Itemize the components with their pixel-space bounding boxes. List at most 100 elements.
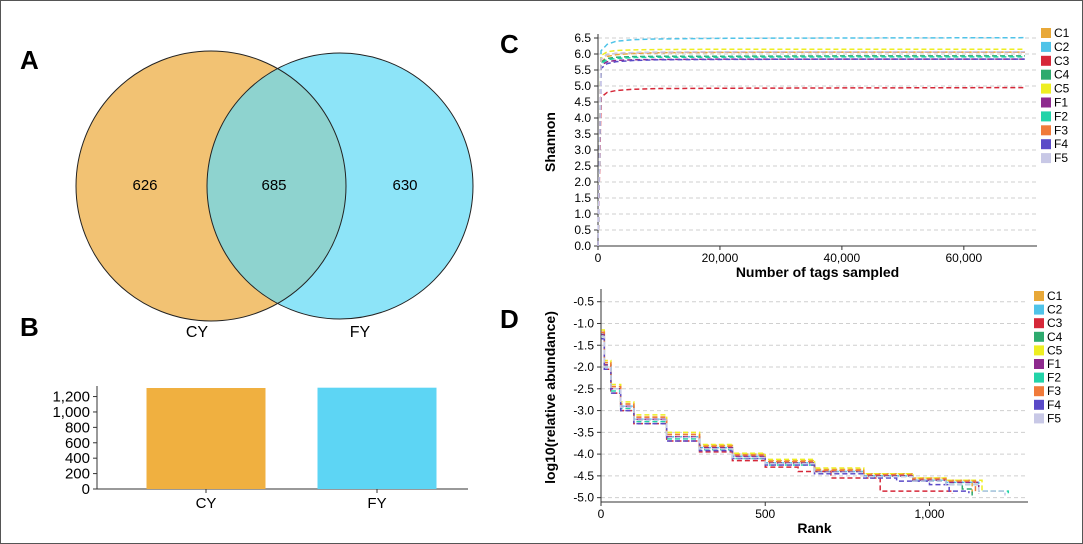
legend-swatch-f1 <box>1041 97 1051 108</box>
rank-abundance-chart-d: -5.0 -4.5 -4.0 -3.5 -3.0 -2.5 -2.0 -1.5 -1.0 -0.5… <box>542 289 1063 536</box>
y-axis-label: Shannon <box>542 112 558 172</box>
y-axis-label: log10(relative abundance) <box>542 311 558 484</box>
legend-label-c1: C1 <box>1054 26 1070 40</box>
series-line-f4 <box>601 337 970 494</box>
y-tick-label-b: 0 <box>82 481 90 498</box>
legend-swatch-c3 <box>1041 55 1051 66</box>
legend-swatch-c2 <box>1041 41 1051 52</box>
y-tick-label: 0.5 <box>574 223 591 237</box>
y-tick-label: 6.5 <box>574 31 591 45</box>
x-tick-label: 40,000 <box>824 251 861 265</box>
y-tick-label: 0.0 <box>574 239 591 253</box>
x-tick-label: 0 <box>598 507 605 521</box>
x-tick-label-b: FY <box>367 495 386 512</box>
series-line-f3 <box>601 331 977 494</box>
y-tick-label: 2.0 <box>574 175 591 189</box>
y-tick-label: -4.5 <box>573 469 594 483</box>
legend-swatch-f3 <box>1034 386 1044 397</box>
y-tick-label-b: 600 <box>65 435 90 452</box>
shannon-curve-chart-c: 0.0 0.5 1.0 1.5 2.0 2.5 3.0 3.5 4.0 4.5 5.0 5.5 6.0 6… <box>542 26 1070 280</box>
legend-label-f3: F3 <box>1054 123 1068 137</box>
x-tick-label: 20,000 <box>702 251 739 265</box>
series-line-f2 <box>597 56 1025 247</box>
legend-label-f1: F1 <box>1047 357 1061 371</box>
y-tick-label: 2.5 <box>574 159 591 173</box>
series-line-f5 <box>601 335 1006 496</box>
legend-label-c4: C4 <box>1047 330 1063 344</box>
legend-swatch-c4 <box>1041 69 1051 80</box>
x-tick-label: 500 <box>755 507 775 521</box>
legend-swatch-f4 <box>1041 139 1051 150</box>
series-line-f5 <box>597 51 1025 247</box>
y-tick-label: -4.0 <box>573 447 594 461</box>
y-tick-label: -5.0 <box>573 491 594 505</box>
series-line-c4 <box>597 55 1025 247</box>
y-tick-label: -1.0 <box>573 316 594 330</box>
legend-label-c3: C3 <box>1047 316 1063 330</box>
legend-label-c2: C2 <box>1047 303 1063 317</box>
series-line-c1 <box>601 331 973 494</box>
legend-label-c4: C4 <box>1054 68 1070 82</box>
legend-swatch-f4 <box>1034 399 1044 410</box>
legend-swatch-c5 <box>1034 345 1044 356</box>
y-tick-label: -0.5 <box>573 295 594 309</box>
panel-label-d: D <box>500 304 519 334</box>
y-tick-label: 3.0 <box>574 143 591 157</box>
y-tick-label: 5.0 <box>574 79 591 93</box>
series-line-c3 <box>601 331 954 494</box>
venn-diagram: 626 685 630 CY FY <box>75 50 474 341</box>
legend-swatch-f1 <box>1034 359 1044 369</box>
legend-label-f5: F5 <box>1047 411 1061 425</box>
y-tick-label: 1.5 <box>574 191 591 205</box>
legend-label-f5: F5 <box>1054 151 1068 165</box>
panel-label-c: C <box>500 29 519 59</box>
y-tick-label-b: 1,000 <box>52 404 90 421</box>
legend-swatch-f2 <box>1034 372 1044 383</box>
y-tick-label-b: 200 <box>65 466 90 483</box>
legend-label-c5: C5 <box>1047 343 1063 357</box>
legend-swatch-c4 <box>1034 331 1044 342</box>
series-line-f1 <box>597 58 1025 247</box>
venn-label-cy: CY <box>186 324 209 341</box>
y-tick-label-b: 400 <box>65 450 90 467</box>
panel-label-a: A <box>20 45 39 75</box>
legend-swatch-f3 <box>1041 125 1051 136</box>
venn-label-fy: FY <box>350 324 371 341</box>
bar-cy <box>146 388 266 489</box>
series-line-c5 <box>601 329 983 494</box>
venn-count-fy: 630 <box>392 177 417 194</box>
panel-label-b: B <box>20 312 39 342</box>
legend-label-f3: F3 <box>1047 384 1061 398</box>
x-tick-label-b: CY <box>196 495 217 512</box>
x-tick-label: 60,000 <box>945 251 982 265</box>
y-tick-label: 4.0 <box>574 111 591 125</box>
series-line-c5 <box>597 48 1025 247</box>
y-tick-label: 6.0 <box>574 47 591 61</box>
y-tick-label: -3.0 <box>573 404 594 418</box>
legend-swatch-c3 <box>1034 318 1044 329</box>
series-line-c1 <box>597 51 1025 247</box>
legend-label-c5: C5 <box>1054 82 1070 96</box>
legend-swatch-c1 <box>1041 28 1051 38</box>
y-tick-label: -2.5 <box>573 382 594 396</box>
y-tick-label-b: 800 <box>65 419 90 436</box>
legend-swatch-f2 <box>1041 111 1051 122</box>
legend-label-f2: F2 <box>1047 371 1061 385</box>
legend-swatch-c2 <box>1034 304 1044 315</box>
y-tick-label: 3.5 <box>574 127 591 141</box>
series-line-f1 <box>601 333 980 494</box>
legend-label-f1: F1 <box>1054 96 1068 110</box>
legend-label-c2: C2 <box>1054 40 1070 54</box>
y-tick-label-b: 1,200 <box>52 389 90 406</box>
legend-swatch-c5 <box>1041 83 1051 94</box>
x-tick-label: 0 <box>595 251 602 265</box>
venn-count-cy: 626 <box>132 177 157 194</box>
series-line-f4 <box>597 58 1025 247</box>
x-tick-label: 1,000 <box>914 507 944 521</box>
legend-label-f2: F2 <box>1054 109 1068 123</box>
legend-swatch-c1 <box>1034 291 1044 301</box>
legend-label-f4: F4 <box>1054 137 1068 151</box>
bar-fy <box>317 387 437 489</box>
